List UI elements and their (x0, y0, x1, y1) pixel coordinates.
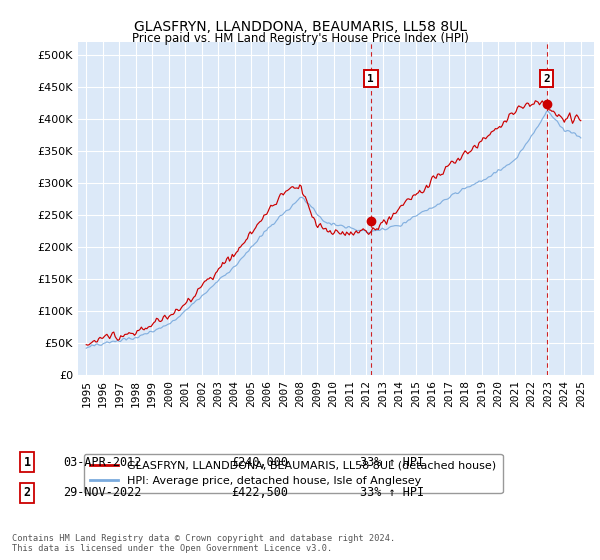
Text: GLASFRYN, LLANDDONA, BEAUMARIS, LL58 8UL: GLASFRYN, LLANDDONA, BEAUMARIS, LL58 8UL (133, 20, 467, 34)
Legend: GLASFRYN, LLANDDONA, BEAUMARIS, LL58 8UL (detached house), HPI: Average price, d: GLASFRYN, LLANDDONA, BEAUMARIS, LL58 8UL… (83, 454, 503, 493)
Text: 33% ↑ HPI: 33% ↑ HPI (360, 486, 424, 500)
Text: 33% ↑ HPI: 33% ↑ HPI (360, 455, 424, 469)
Text: 2: 2 (23, 486, 31, 500)
Text: 03-APR-2012: 03-APR-2012 (63, 455, 142, 469)
Text: 1: 1 (367, 73, 374, 83)
Text: 2: 2 (543, 73, 550, 83)
Text: Price paid vs. HM Land Registry's House Price Index (HPI): Price paid vs. HM Land Registry's House … (131, 32, 469, 45)
Text: £422,500: £422,500 (231, 486, 288, 500)
Text: 29-NOV-2022: 29-NOV-2022 (63, 486, 142, 500)
Text: 1: 1 (23, 455, 31, 469)
Text: £240,000: £240,000 (231, 455, 288, 469)
Text: Contains HM Land Registry data © Crown copyright and database right 2024.
This d: Contains HM Land Registry data © Crown c… (12, 534, 395, 553)
